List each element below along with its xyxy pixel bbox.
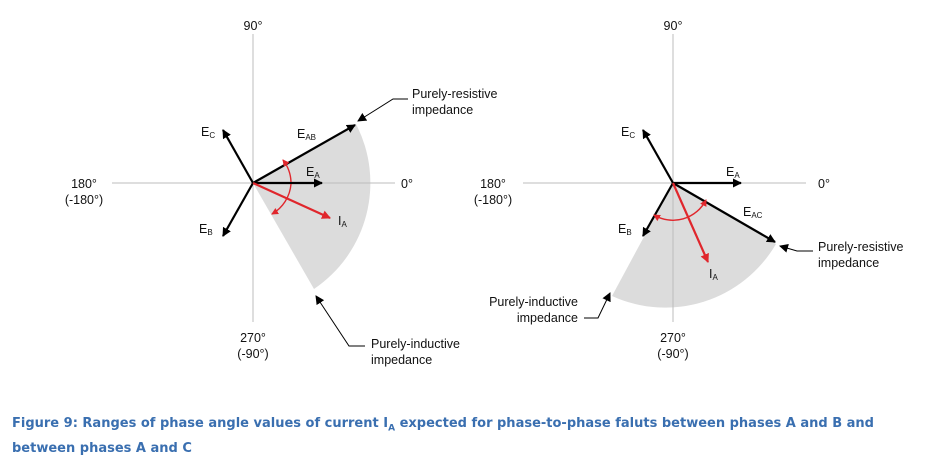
- caption-subscript: A: [388, 423, 396, 434]
- label-minus90-right: (-90°): [657, 347, 688, 361]
- label-ec-right: EC: [621, 125, 635, 140]
- label-eb-left: EB: [199, 222, 213, 237]
- figure-caption: Figure 9: Ranges of phase angle values o…: [12, 414, 912, 458]
- inductive-label-right-1: Purely-inductive: [489, 295, 578, 309]
- caption-part1: Figure 9: Ranges of phase angle values o…: [12, 416, 389, 431]
- vector-ia-right: [671, 182, 710, 263]
- label-eab-left: EAB: [297, 127, 316, 142]
- label-ea-right: EA: [726, 165, 740, 180]
- vector-eb-left: [222, 182, 254, 237]
- angle-arc-right: [653, 199, 707, 222]
- label-ec-left: EC: [201, 125, 215, 140]
- vector-ia-left: [252, 181, 331, 220]
- label-minus180-left: (-180°): [65, 193, 103, 207]
- inductive-label-left-1: Purely-inductive: [371, 337, 460, 351]
- label-eac-right: EAC: [743, 205, 763, 220]
- label-ia-left: IA: [338, 214, 347, 229]
- label-minus180-right: (-180°): [474, 193, 512, 207]
- label-ea-left: EA: [306, 165, 320, 180]
- label-eb-right: EB: [618, 222, 632, 237]
- label-180-left: 180°: [71, 177, 97, 191]
- label-ia-right: IA: [709, 267, 718, 282]
- angle-arc-left-lower: [271, 183, 292, 215]
- label-180-right: 180°: [480, 177, 506, 191]
- label-270-left: 270°: [240, 331, 266, 345]
- resistive-label-left-2: impedance: [412, 103, 473, 117]
- operating-sector-right: [612, 183, 776, 308]
- vector-ec-right: [642, 129, 674, 184]
- label-90-right: 90°: [664, 19, 683, 33]
- resistive-label-right-2: impedance: [818, 256, 879, 270]
- resistive-label-right-1: Purely-resistive: [818, 240, 903, 254]
- label-0-right: 0°: [818, 177, 830, 191]
- phasor-figure: 90° 180° (-180°) 0° 270° (-90°) EC EAB E…: [65, 19, 904, 367]
- label-90-left: 90°: [244, 19, 263, 33]
- vector-eab-left: [252, 124, 356, 184]
- leader-resistive-left: [357, 98, 408, 122]
- label-0-left: 0°: [401, 177, 413, 191]
- vector-eac-right: [672, 182, 776, 243]
- inductive-label-right-2: impedance: [517, 311, 578, 325]
- leader-inductive-right: [584, 292, 611, 319]
- resistive-label-left-1: Purely-resistive: [412, 87, 497, 101]
- leader-resistive-right: [779, 243, 813, 253]
- label-minus90-left: (-90°): [237, 347, 268, 361]
- label-270-right: 270°: [660, 331, 686, 345]
- inductive-label-left-2: impedance: [371, 353, 432, 367]
- diagram-right: 90° 180° (-180°) 0° 270° (-90°) EC EA EA…: [474, 19, 904, 361]
- operating-sector-left: [253, 124, 371, 289]
- diagram-left: 90° 180° (-180°) 0° 270° (-90°) EC EAB E…: [65, 19, 498, 367]
- angle-arc-left-upper: [282, 159, 292, 183]
- leader-inductive-left: [315, 295, 365, 347]
- caption-part2: expected for phase-to-phase faluts betwe…: [12, 416, 874, 456]
- vector-ec-left: [222, 129, 254, 184]
